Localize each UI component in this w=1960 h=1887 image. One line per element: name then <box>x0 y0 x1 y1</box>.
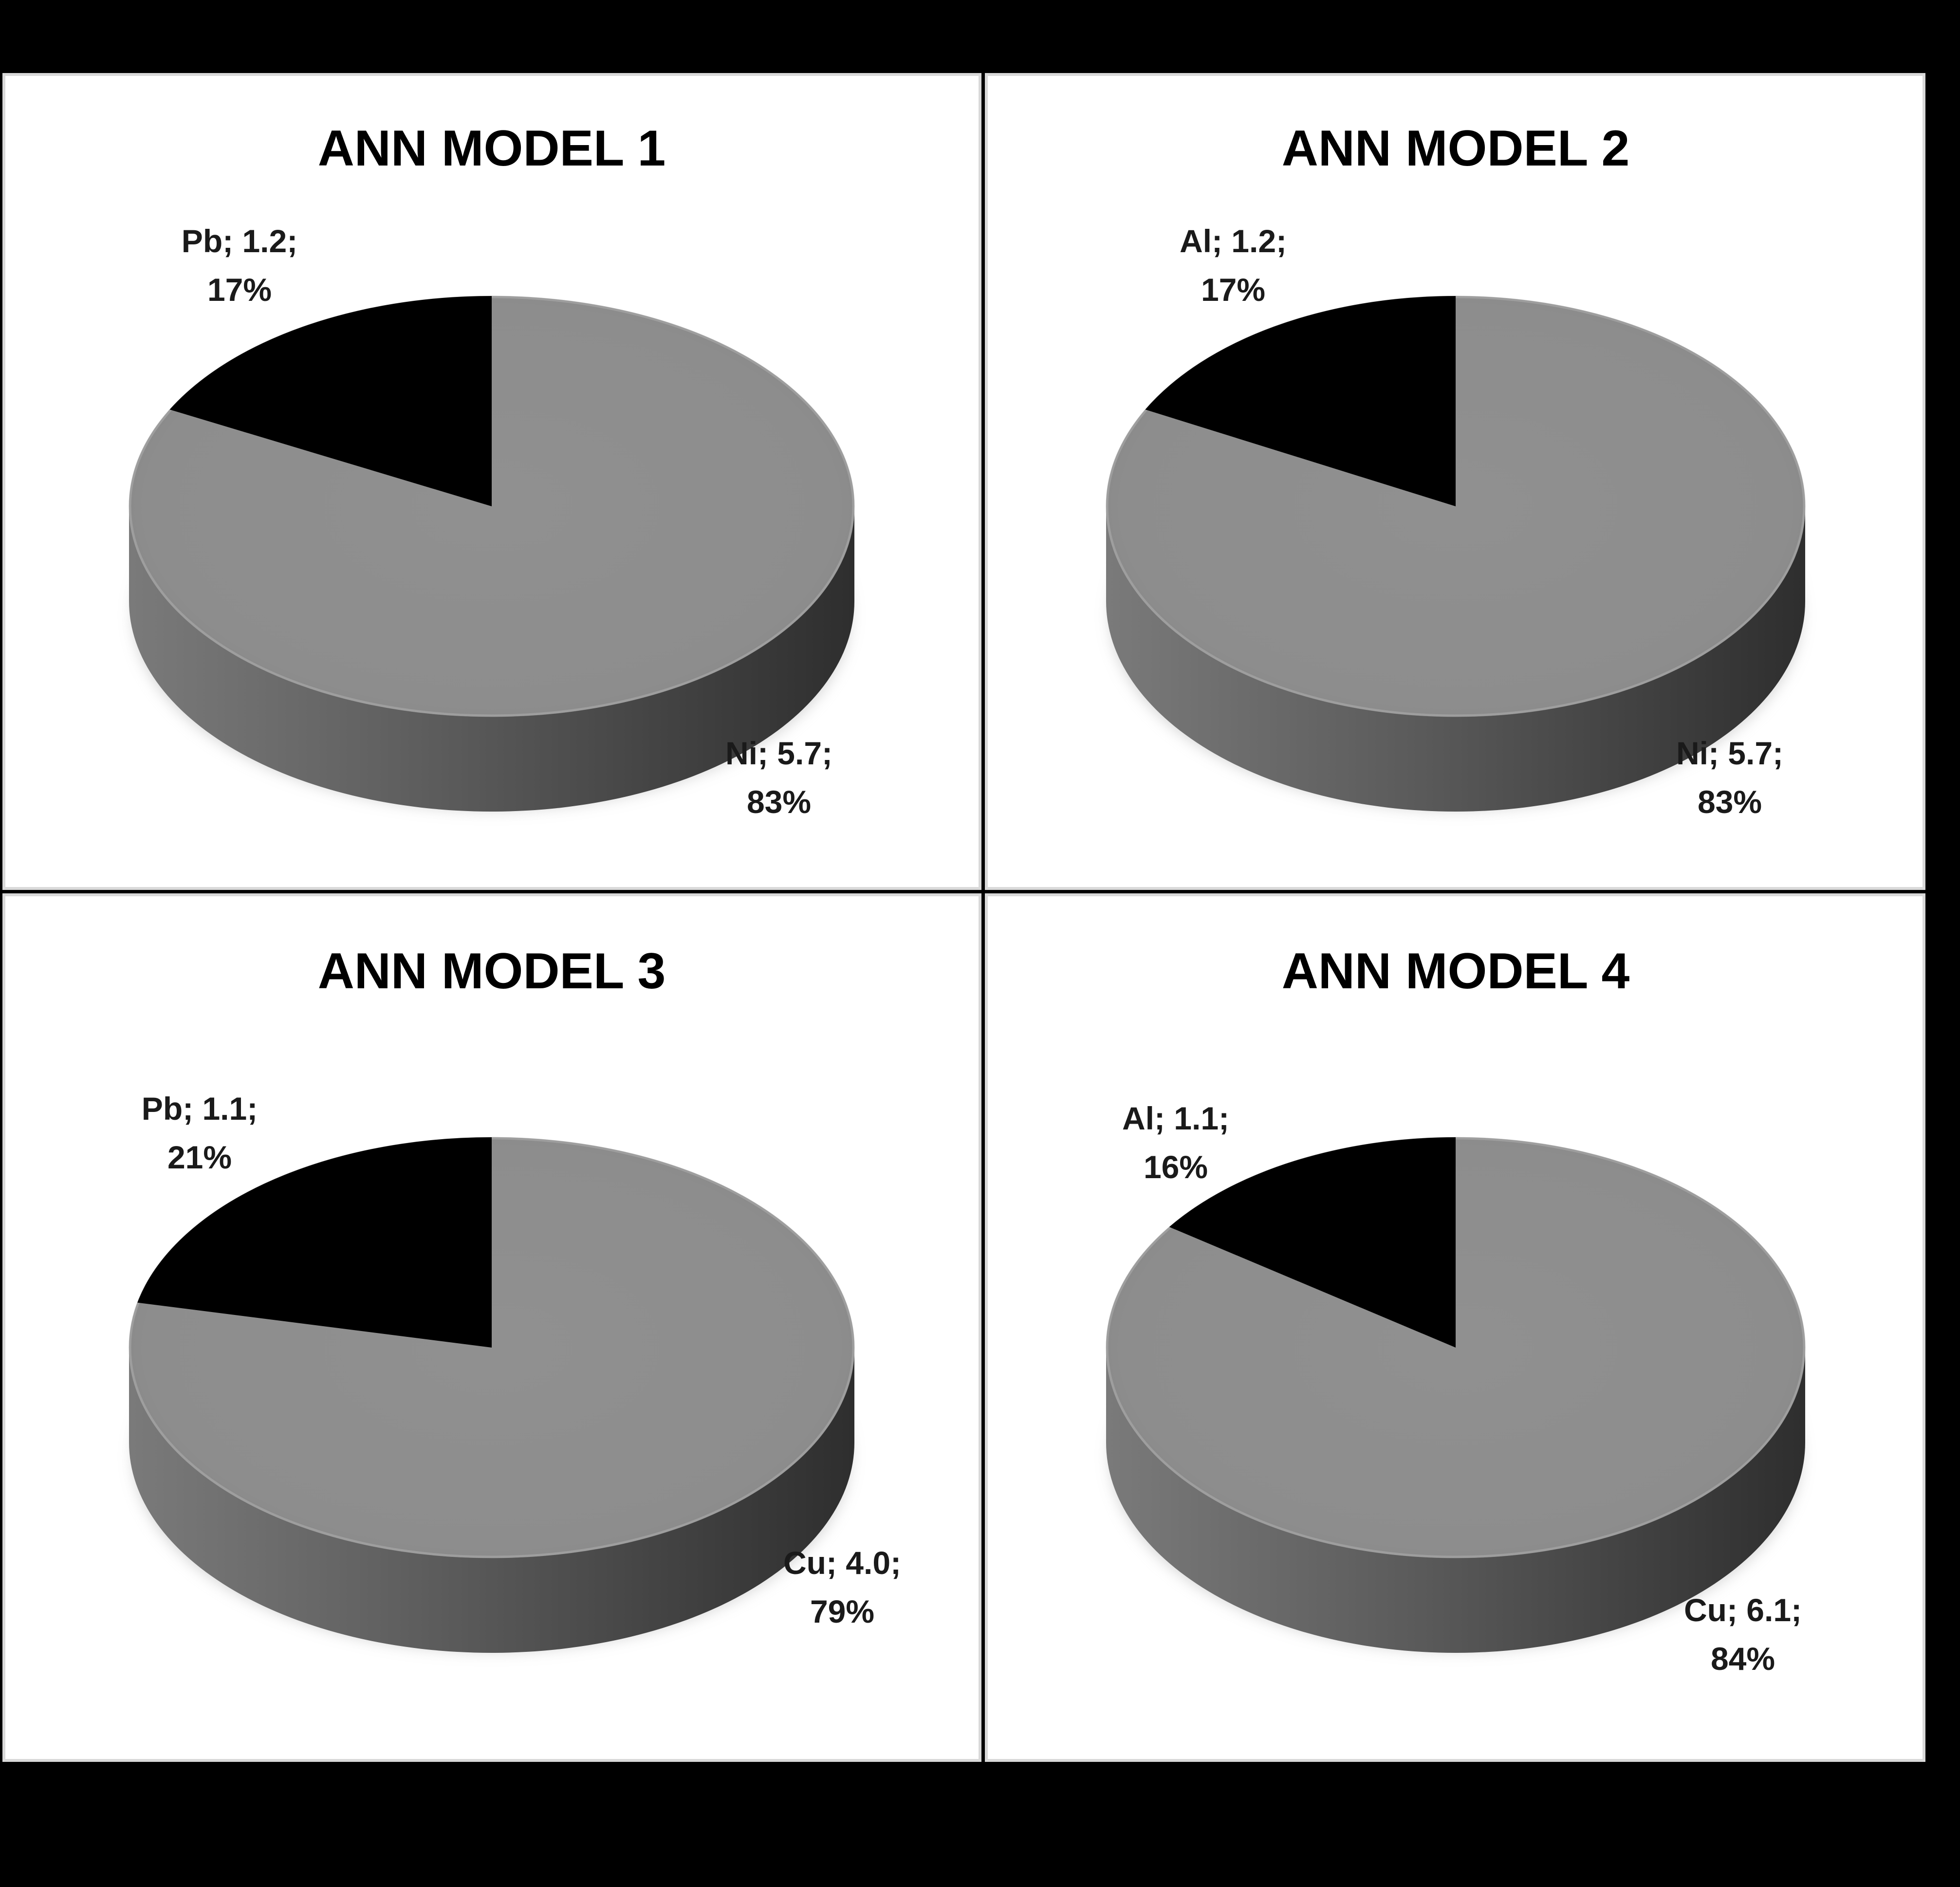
pie-chart-2: ANN MODEL 2 Ni; 5.7; 83% Al; 1.2; 17% <box>985 73 1925 890</box>
data-label-value: Pb; 1.2; <box>182 223 297 259</box>
pie-chart-3: ANN MODEL 3 Cu; 4.0; 79% Pb; 1.1; 21% <box>2 893 981 1762</box>
chart-title: ANN MODEL 1 <box>318 120 666 177</box>
data-label-percent: 79% <box>810 1593 874 1629</box>
data-label-al: Al; 1.2; 17% <box>1180 223 1287 308</box>
data-label-percent: 84% <box>1711 1641 1775 1677</box>
data-label-value: Al; 1.2; <box>1180 223 1287 259</box>
data-label-ni: Ni; 5.7; 83% <box>1676 735 1783 820</box>
pie-side-wall <box>129 506 854 812</box>
data-label-value: Ni; 5.7; <box>1676 735 1783 771</box>
pie-slice-pb <box>137 1137 492 1348</box>
pie-side-wall <box>1106 1348 1805 1653</box>
pie-slice-al <box>1145 296 1456 506</box>
data-label-value: Al; 1.1; <box>1122 1100 1229 1136</box>
chart-title: ANN MODEL 3 <box>318 943 666 999</box>
data-label-value: Ni; 5.7; <box>725 735 832 771</box>
data-label-cu: Cu; 6.1; 84% <box>1684 1592 1802 1677</box>
data-label-al: Al; 1.1; 16% <box>1122 1100 1229 1185</box>
pie-chart-1: ANN MODEL 1 Ni; 5.7; 83% Pb; 1.2; 17% <box>2 73 981 890</box>
pie-chart-4: ANN MODEL 4 Cu; 6.1; 84% Al; 1.1; 16% <box>985 893 1925 1762</box>
data-label-percent: 16% <box>1144 1149 1208 1185</box>
pie-side-wall <box>129 1348 854 1653</box>
data-label-percent: 17% <box>1201 272 1265 308</box>
data-label-percent: 17% <box>207 272 272 308</box>
chart-title: ANN MODEL 2 <box>1282 120 1630 177</box>
data-label-pb: Pb; 1.1; 21% <box>142 1091 258 1175</box>
data-label-percent: 83% <box>747 784 811 820</box>
pie-slice-al <box>1169 1137 1456 1348</box>
pie-slice-pb <box>169 296 492 506</box>
pie-side-wall <box>1106 506 1805 812</box>
data-label-percent: 83% <box>1698 784 1762 820</box>
data-label-pb: Pb; 1.2; 17% <box>182 223 297 308</box>
data-label-percent: 21% <box>167 1139 232 1175</box>
data-label-value: Pb; 1.1; <box>142 1091 258 1127</box>
chart-title: ANN MODEL 4 <box>1282 943 1630 999</box>
data-label-value: Cu; 4.0; <box>783 1545 901 1581</box>
data-label-ni: Ni; 5.7; 83% <box>725 735 832 820</box>
data-label-value: Cu; 6.1; <box>1684 1592 1802 1628</box>
data-label-cu: Cu; 4.0; 79% <box>783 1545 901 1629</box>
